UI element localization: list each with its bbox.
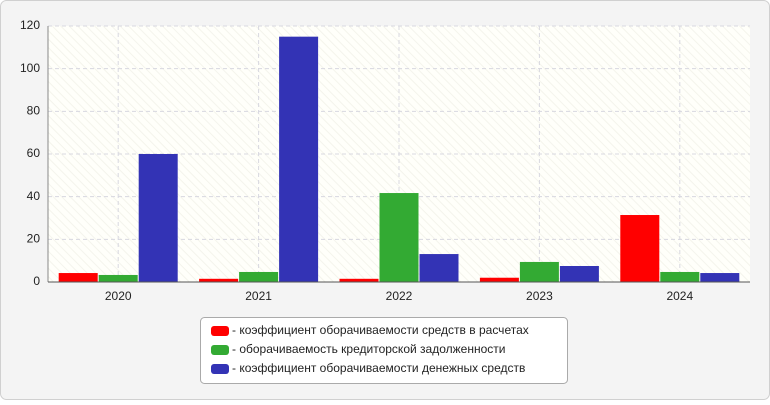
bar: [660, 271, 700, 282]
legend-swatch: [211, 326, 229, 336]
bar: [700, 273, 740, 282]
bar: [199, 278, 239, 282]
bar: [620, 215, 660, 282]
y-tick-label: 100: [20, 61, 40, 75]
y-tick-label: 20: [27, 232, 41, 246]
bar: [479, 277, 519, 282]
x-tick-label: 2023: [526, 289, 553, 303]
legend-swatch: [211, 364, 229, 374]
y-tick-label: 120: [20, 18, 40, 32]
y-tick-label: 0: [33, 274, 40, 288]
legend-label: - коэффициент оборачиваемости средств в …: [232, 323, 529, 337]
bar: [279, 36, 319, 282]
bar: [98, 274, 138, 282]
bar: [379, 193, 419, 282]
bar: [58, 273, 98, 282]
y-tick-label: 40: [27, 189, 41, 203]
x-tick-label: 2024: [666, 289, 693, 303]
x-tick-label: 2020: [105, 289, 132, 303]
y-tick-label: 80: [27, 104, 41, 118]
bar: [519, 261, 559, 282]
bar: [239, 271, 279, 282]
legend: [200, 317, 568, 384]
x-tick-label: 2021: [245, 289, 272, 303]
bar: [138, 154, 178, 282]
bar: [339, 278, 379, 282]
x-tick-label: 2022: [386, 289, 413, 303]
legend-swatch: [211, 345, 229, 355]
legend-label: - коэффициент оборачиваемости денежных с…: [232, 361, 525, 375]
legend-label: - оборачиваемость кредиторской задолженн…: [232, 342, 505, 356]
y-tick-label: 60: [27, 146, 41, 160]
bar: [419, 254, 459, 282]
bar: [559, 266, 599, 282]
